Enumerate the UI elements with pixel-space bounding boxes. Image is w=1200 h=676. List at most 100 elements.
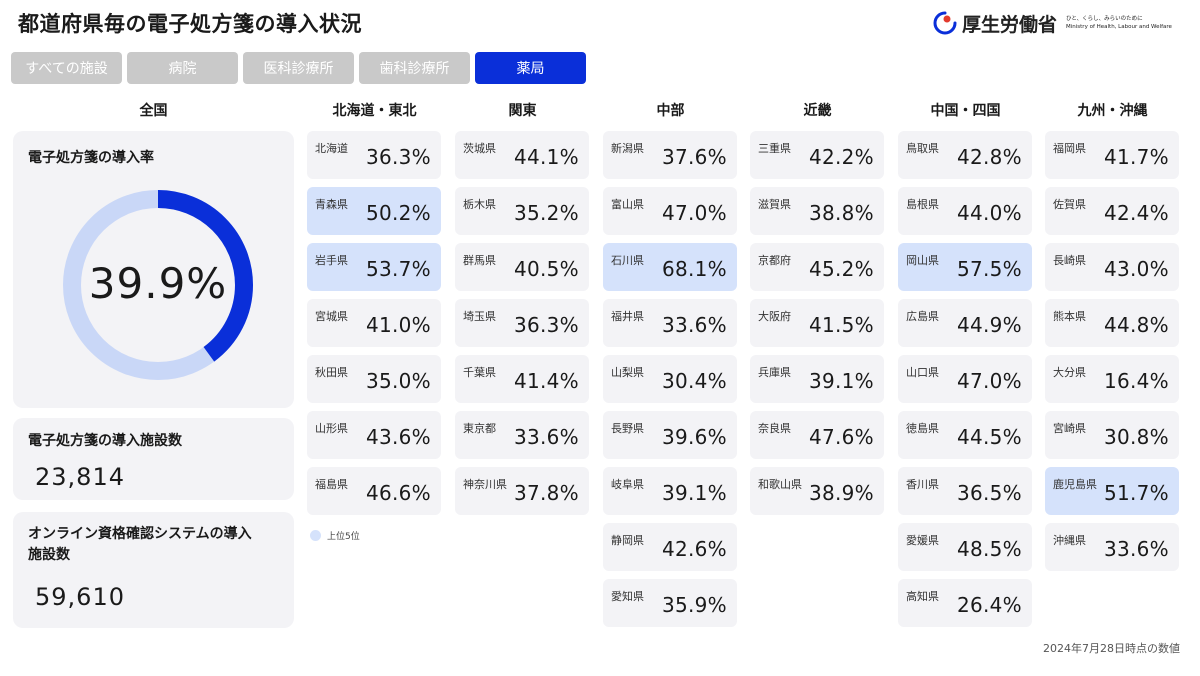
prefecture-name: 宮城県 <box>315 310 348 323</box>
prefecture-card: 鹿児島県 51.7% <box>1045 467 1179 515</box>
page-title: 都道府県毎の電子処方箋の導入状況 <box>18 12 362 36</box>
prefecture-card: 宮城県 41.0% <box>307 299 441 347</box>
prefecture-name: 静岡県 <box>611 534 644 547</box>
prefecture-name: 佐賀県 <box>1053 198 1086 211</box>
region-heading-kanto: 関東 <box>508 103 537 119</box>
prefecture-card: 佐賀県 42.4% <box>1045 187 1179 235</box>
prefecture-rate: 46.6% <box>365 481 431 505</box>
prefecture-rate: 45.2% <box>808 257 874 281</box>
prefecture-card: 奈良県 47.6% <box>750 411 884 459</box>
prefecture-rate: 33.6% <box>1103 537 1169 561</box>
prefecture-name: 沖縄県 <box>1053 534 1086 547</box>
footnote: 2024年7月28日時点の数値 <box>1043 642 1180 655</box>
region-heading-chubu: 中部 <box>656 103 685 119</box>
prefecture-rate: 35.0% <box>365 369 431 393</box>
prefecture-rate: 35.9% <box>661 593 727 617</box>
prefecture-name: 大阪府 <box>758 310 791 323</box>
national-rate-label: 電子処方箋の導入率 <box>28 150 154 166</box>
prefecture-card: 岐阜県 39.1% <box>603 467 737 515</box>
prefecture-rate: 30.4% <box>661 369 727 393</box>
prefecture-card: 福島県 46.6% <box>307 467 441 515</box>
prefecture-name: 長崎県 <box>1053 254 1086 267</box>
national-heading: 全国 <box>139 103 168 119</box>
facilities-count-label: 電子処方箋の導入施設数 <box>28 433 182 449</box>
prefecture-name: 埼玉県 <box>463 310 496 323</box>
prefecture-rate: 33.6% <box>513 425 579 449</box>
prefecture-rate: 42.6% <box>661 537 727 561</box>
ministry-english-name: Ministry of Health, Labour and Welfare <box>1066 24 1172 30</box>
prefecture-card: 愛媛県 48.5% <box>898 523 1032 571</box>
prefecture-rate: 68.1% <box>661 257 727 281</box>
prefecture-name: 宮崎県 <box>1053 422 1086 435</box>
prefecture-name: 兵庫県 <box>758 366 791 379</box>
tab-pharmacies[interactable]: 薬局 <box>475 52 586 84</box>
prefecture-rate: 36.3% <box>365 145 431 169</box>
prefecture-card: 青森県 50.2% <box>307 187 441 235</box>
prefecture-name: 福島県 <box>315 478 348 491</box>
prefecture-name: 和歌山県 <box>758 478 802 491</box>
prefecture-card: 沖縄県 33.6% <box>1045 523 1179 571</box>
prefecture-name: 三重県 <box>758 142 791 155</box>
online-qualification-label: オンライン資格確認システムの導入 施設数 <box>28 524 252 566</box>
online-qualification-value: 59,610 <box>35 583 125 611</box>
prefecture-card: 長野県 39.6% <box>603 411 737 459</box>
prefecture-name: 岡山県 <box>906 254 939 267</box>
prefecture-rate: 44.9% <box>956 313 1022 337</box>
prefecture-name: 山形県 <box>315 422 348 435</box>
prefecture-card: 埼玉県 36.3% <box>455 299 589 347</box>
prefecture-card: 高知県 26.4% <box>898 579 1032 627</box>
prefecture-card: 岩手県 53.7% <box>307 243 441 291</box>
prefecture-rate: 39.1% <box>808 369 874 393</box>
tab-dental-clinics[interactable]: 歯科診療所 <box>359 52 470 84</box>
prefecture-card: 島根県 44.0% <box>898 187 1032 235</box>
prefecture-card: 岡山県 57.5% <box>898 243 1032 291</box>
prefecture-name: 富山県 <box>611 198 644 211</box>
prefecture-rate: 36.5% <box>956 481 1022 505</box>
prefecture-card: 福井県 33.6% <box>603 299 737 347</box>
prefecture-card: 北海道 36.3% <box>307 131 441 179</box>
prefecture-card: 東京都 33.6% <box>455 411 589 459</box>
prefecture-rate: 43.6% <box>365 425 431 449</box>
prefecture-name: 石川県 <box>611 254 644 267</box>
prefecture-name: 熊本県 <box>1053 310 1086 323</box>
prefecture-name: 秋田県 <box>315 366 348 379</box>
legend-swatch <box>310 530 321 541</box>
prefecture-rate: 44.0% <box>956 201 1022 225</box>
prefecture-rate: 33.6% <box>661 313 727 337</box>
prefecture-name: 岐阜県 <box>611 478 644 491</box>
prefecture-name: 鹿児島県 <box>1053 478 1097 491</box>
prefecture-card: 山梨県 30.4% <box>603 355 737 403</box>
prefecture-card: 大阪府 41.5% <box>750 299 884 347</box>
prefecture-name: 青森県 <box>315 198 348 211</box>
tab-medical-clinics[interactable]: 医科診療所 <box>243 52 354 84</box>
region-heading-chugoku-shikoku: 中国・四国 <box>930 103 1001 119</box>
prefecture-rate: 41.7% <box>1103 145 1169 169</box>
online-qualification-card: オンライン資格確認システムの導入 施設数 59,610 <box>13 512 294 628</box>
facilities-count-value: 23,814 <box>35 463 125 491</box>
ministry-tagline: ひと、くらし、みらいのために <box>1066 16 1143 22</box>
prefecture-rate: 41.5% <box>808 313 874 337</box>
prefecture-name: 広島県 <box>906 310 939 323</box>
prefecture-rate: 50.2% <box>365 201 431 225</box>
prefecture-card: 茨城県 44.1% <box>455 131 589 179</box>
prefecture-card: 香川県 36.5% <box>898 467 1032 515</box>
tab-all-facilities[interactable]: すべての施設 <box>11 52 122 84</box>
prefecture-card: 愛知県 35.9% <box>603 579 737 627</box>
prefecture-card: 長崎県 43.0% <box>1045 243 1179 291</box>
prefecture-rate: 47.0% <box>661 201 727 225</box>
prefecture-card: 広島県 44.9% <box>898 299 1032 347</box>
prefecture-rate: 44.5% <box>956 425 1022 449</box>
prefecture-rate: 47.0% <box>956 369 1022 393</box>
prefecture-rate: 42.8% <box>956 145 1022 169</box>
online-qualification-label-line2: 施設数 <box>28 547 70 563</box>
prefecture-name: 東京都 <box>463 422 496 435</box>
prefecture-rate: 37.8% <box>513 481 579 505</box>
prefecture-name: 鳥取県 <box>906 142 939 155</box>
ministry-emblem-icon <box>933 11 957 35</box>
prefecture-rate: 42.4% <box>1103 201 1169 225</box>
tab-hospitals[interactable]: 病院 <box>127 52 238 84</box>
prefecture-name: 岩手県 <box>315 254 348 267</box>
prefecture-name: 茨城県 <box>463 142 496 155</box>
prefecture-card: 和歌山県 38.9% <box>750 467 884 515</box>
prefecture-card: 富山県 47.0% <box>603 187 737 235</box>
